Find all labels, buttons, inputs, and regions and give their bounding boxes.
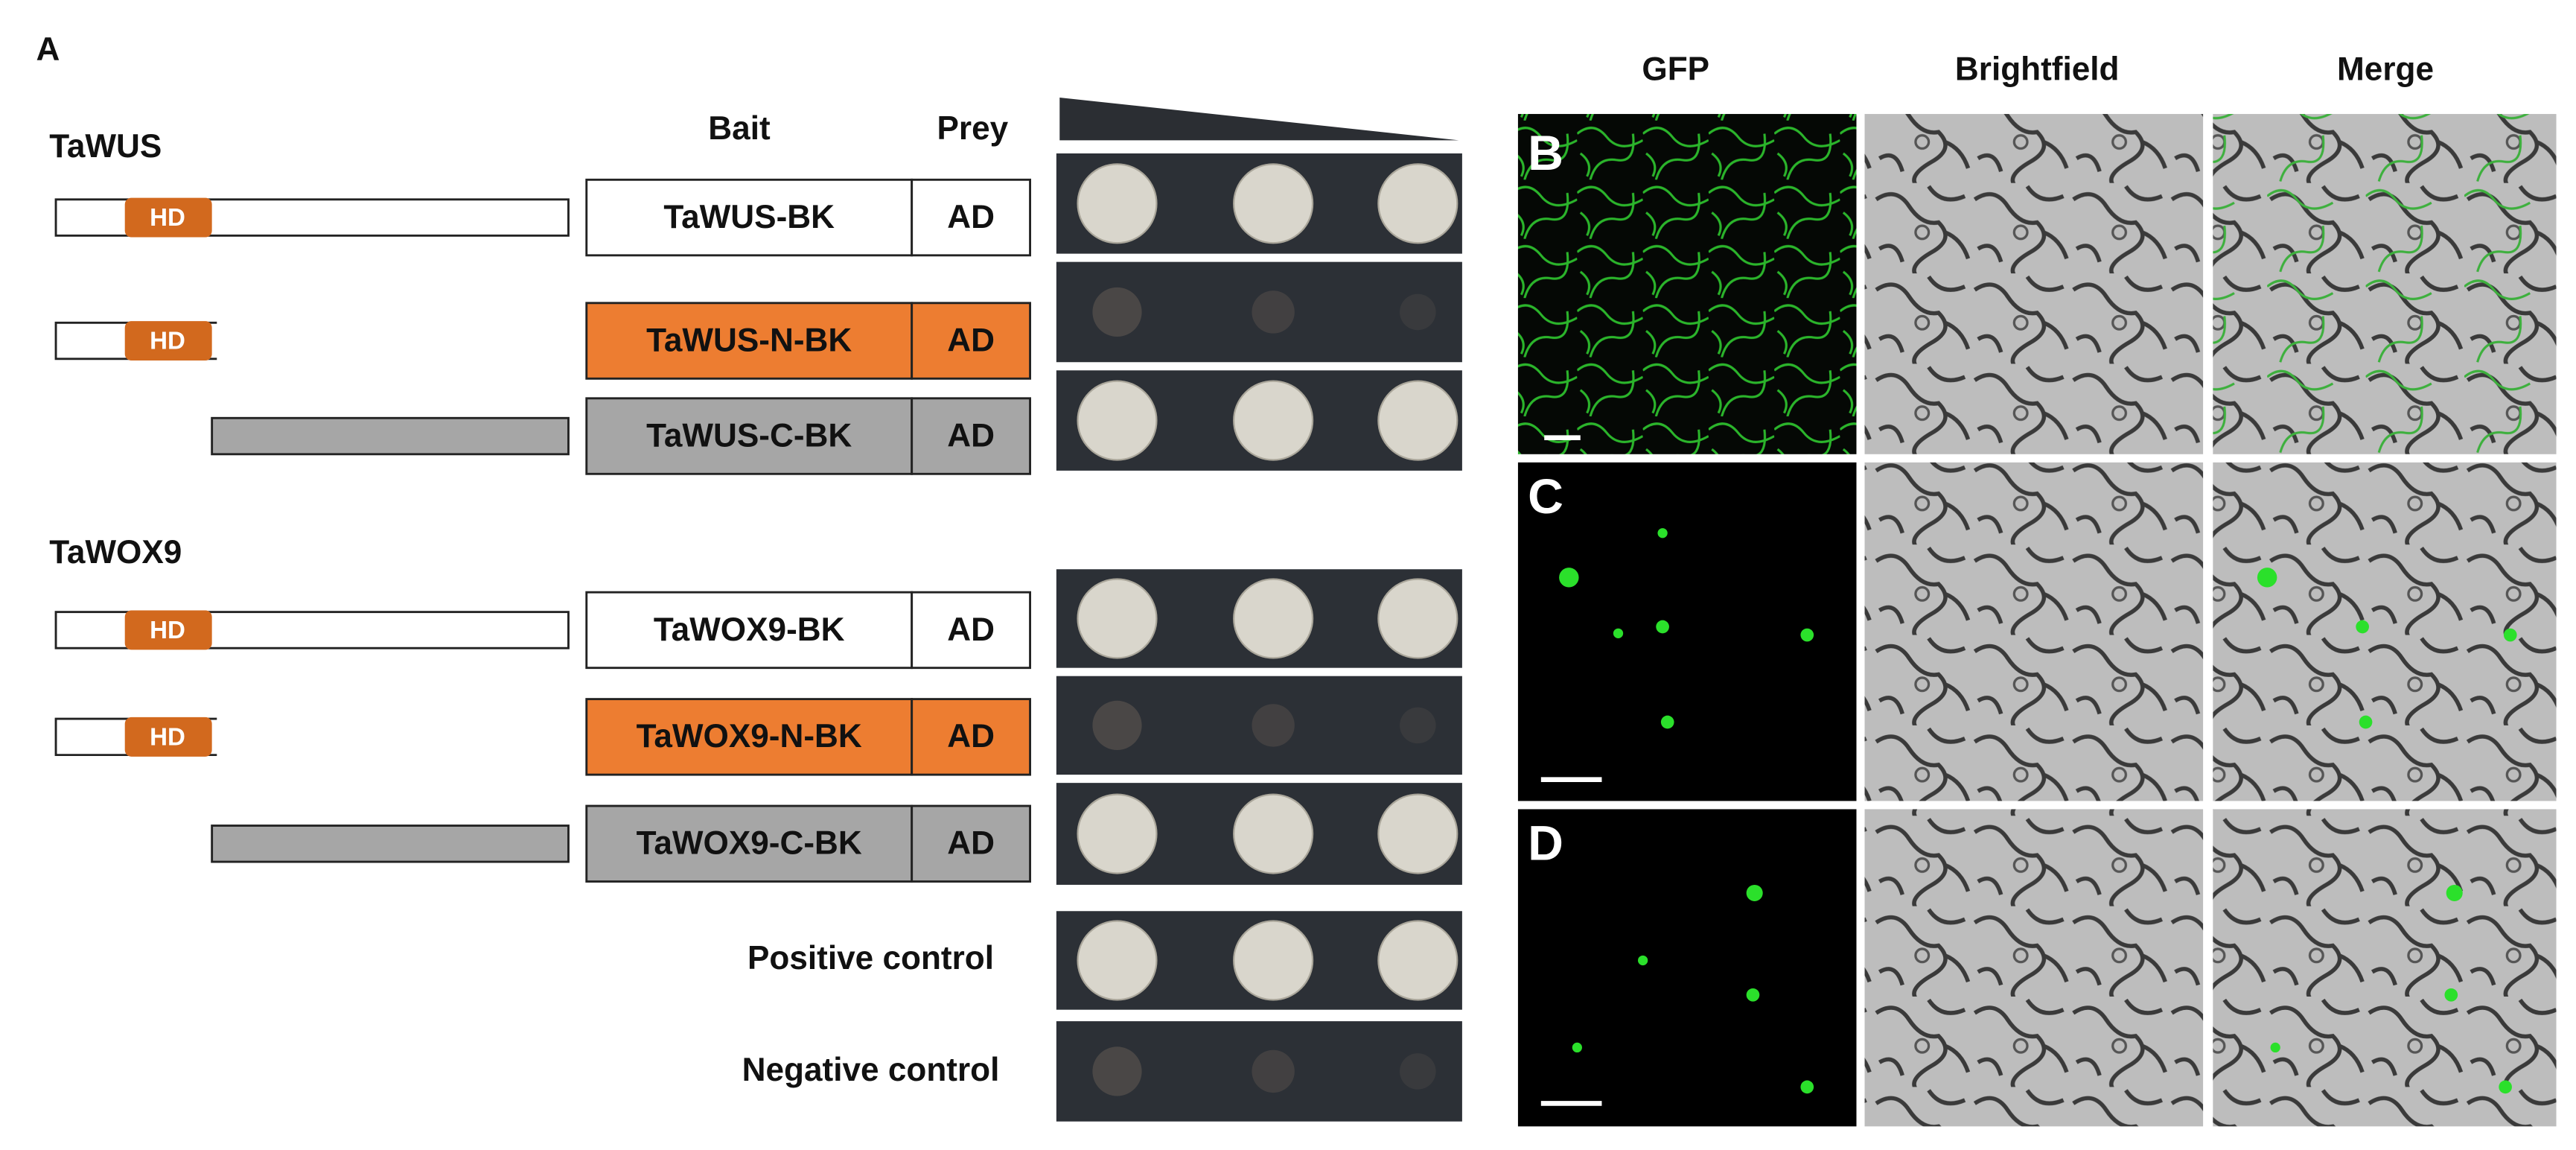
yeast-plates (1056, 153, 1462, 1122)
column-header: Prey (937, 110, 1008, 147)
dilution-wedge (1059, 97, 1459, 141)
colony (1252, 704, 1295, 747)
colony (1077, 578, 1158, 659)
hd-domain (124, 717, 212, 757)
scale-bar (1540, 435, 1602, 1106)
hd-domain (124, 610, 212, 650)
bait-label: TaWOX9-BK (654, 611, 845, 648)
bait-box (585, 302, 914, 380)
colony (1092, 287, 1142, 337)
panel-label: A (36, 31, 60, 68)
colony (1377, 578, 1458, 659)
nuclei (1559, 528, 2517, 1094)
colony (1377, 163, 1458, 244)
colony (1400, 707, 1436, 744)
column-header: Bait (708, 110, 771, 147)
control-label: Negative control (742, 1052, 1000, 1088)
domain-label: HD (150, 617, 185, 644)
column-header: GFP (1642, 51, 1709, 87)
prey-box (911, 804, 1031, 883)
colony (1233, 380, 1314, 461)
protein-c (211, 825, 570, 863)
colony (1092, 700, 1142, 751)
colony (1077, 793, 1158, 874)
panel-label: D (1528, 816, 1563, 871)
prey-label: AD (947, 611, 995, 648)
group-label: TaWUS (49, 128, 162, 165)
prey-label: AD (947, 199, 995, 235)
domain-label: HD (150, 204, 185, 232)
merge-image (2213, 462, 2557, 801)
hd-domain (124, 321, 212, 361)
construct-rows: HD TaWUS-BK AD HD TaWUS-N-BK AD TaWUS-C-BK AD HD… (54, 178, 1031, 883)
colony (1377, 380, 1458, 461)
colony (1077, 920, 1158, 1001)
bait-label: TaWUS-C-BK (646, 417, 852, 454)
merge-image (2213, 114, 2557, 454)
gfp-image (1517, 114, 1857, 454)
gfp-image (1517, 809, 1857, 1127)
bait-label: TaWOX9-N-BK (637, 718, 862, 755)
panel-label: B (1528, 126, 1563, 181)
protein-c (211, 416, 570, 456)
colony (1400, 1053, 1436, 1090)
colony (1233, 163, 1314, 244)
prey-label: AD (947, 718, 995, 755)
merge-image (2213, 809, 2557, 1127)
prey-box (911, 591, 1031, 670)
prey-box (911, 397, 1031, 475)
hd-domain (124, 197, 212, 238)
bait-label: TaWOX9-C-BK (637, 825, 862, 862)
colony (1233, 578, 1314, 659)
domain-label: HD (150, 723, 185, 751)
bait-label: TaWUS-BK (663, 199, 835, 235)
brightfield-image (1864, 809, 2204, 1127)
prey-label: AD (947, 825, 995, 862)
colony (1077, 163, 1158, 244)
group-label: TaWOX9 (49, 534, 182, 571)
prey-label: AD (947, 322, 995, 358)
prey-box (911, 698, 1031, 776)
colony (1233, 920, 1314, 1001)
brightfield-image (1864, 462, 2204, 801)
panel-label: C (1528, 469, 1563, 524)
bait-label: TaWUS-N-BK (646, 322, 852, 358)
colony (1077, 380, 1158, 461)
colony (1377, 793, 1458, 874)
brightfield-image (1864, 114, 2204, 454)
colony (1252, 290, 1295, 334)
bait-box (585, 178, 914, 257)
prey-box (911, 178, 1031, 257)
gfp-image (1517, 462, 1857, 801)
colony (1092, 1046, 1142, 1096)
colony (1252, 1049, 1295, 1093)
colony (1233, 793, 1314, 874)
colony (1400, 293, 1436, 331)
prey-box (911, 302, 1031, 380)
prey-label: AD (947, 417, 995, 454)
column-header: Brightfield (1955, 51, 2120, 87)
domain-label: HD (150, 327, 185, 355)
column-header: Merge (2337, 51, 2434, 87)
bait-box (585, 397, 914, 475)
bait-box (585, 698, 914, 776)
control-label: Positive control (747, 940, 994, 976)
colony (1377, 920, 1458, 1001)
bait-box (585, 804, 914, 883)
